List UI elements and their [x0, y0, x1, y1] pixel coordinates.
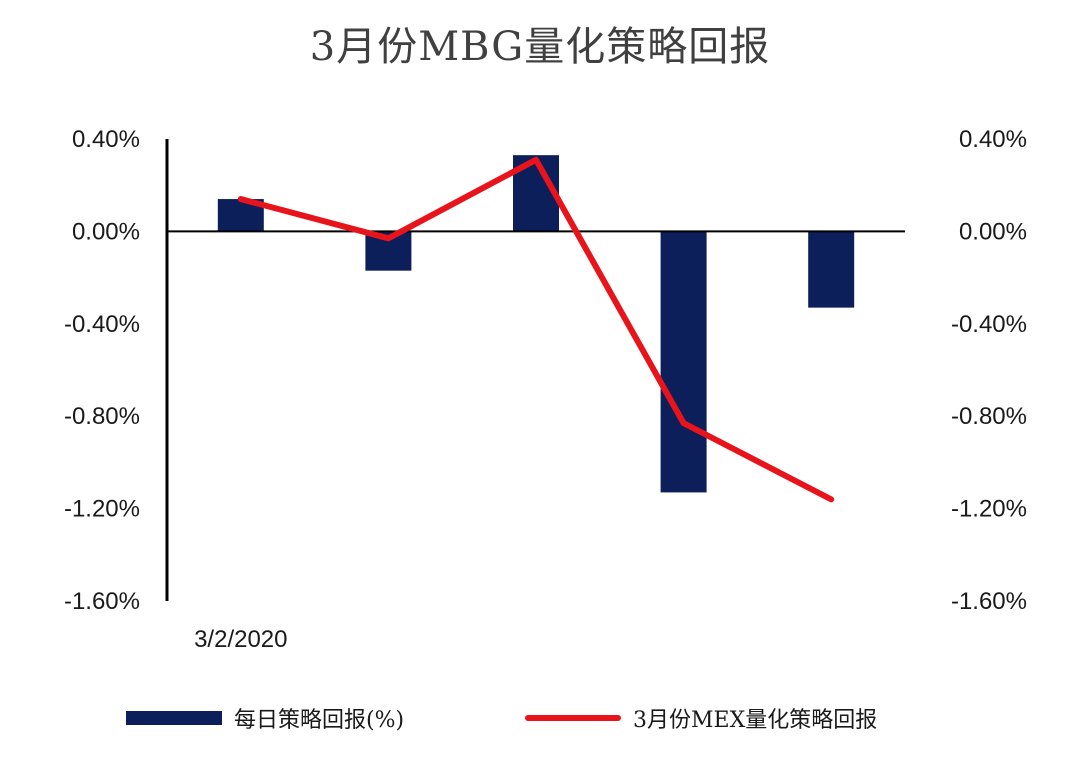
- legend: 每日策略回报(%) 3月份MEX量化策略回报: [0, 698, 1080, 738]
- legend-line-swatch: [525, 715, 621, 721]
- chart-plot: 0.40% 0.00% -0.40% -0.80% -1.20% -1.60% 0.40%…: [64, 126, 1027, 653]
- legend-bar-swatch: [126, 711, 222, 725]
- x-tick-label: 3/2/2020: [194, 626, 287, 653]
- line-series: [237, 156, 835, 503]
- bar-series: [217, 155, 855, 493]
- left-tick-label: 0.40%: [72, 126, 140, 153]
- left-tick-label: 0.00%: [72, 218, 140, 245]
- x-axis-ticks: 3/2/2020: [194, 626, 287, 653]
- right-tick-label: -1.60%: [951, 588, 1027, 615]
- bar: [808, 231, 855, 308]
- left-axis-ticks: 0.40% 0.00% -0.40% -0.80% -1.20% -1.60%: [64, 126, 140, 615]
- right-tick-label: -1.20%: [951, 496, 1027, 523]
- left-tick-label: -1.20%: [64, 496, 140, 523]
- legend-line-label: 3月份MEX量化策略回报: [633, 708, 878, 733]
- right-tick-label: 0.40%: [959, 126, 1027, 153]
- left-tick-label: -0.80%: [64, 403, 140, 430]
- right-axis-ticks: 0.40% 0.00% -0.40% -0.80% -1.20% -1.60%: [951, 126, 1027, 615]
- left-tick-label: -0.40%: [64, 311, 140, 338]
- right-tick-label: -0.40%: [951, 311, 1027, 338]
- left-tick-label: -1.60%: [64, 588, 140, 615]
- legend-item-bars: 每日策略回报(%): [126, 698, 404, 738]
- legend-item-line: 3月份MEX量化策略回报: [525, 698, 877, 738]
- right-tick-label: -0.80%: [951, 403, 1027, 430]
- bar: [660, 231, 707, 493]
- chart-title: 3月份MBG量化策略回报: [309, 24, 771, 70]
- legend-bar-label: 每日策略回报(%): [234, 708, 405, 733]
- right-tick-label: 0.00%: [959, 218, 1027, 245]
